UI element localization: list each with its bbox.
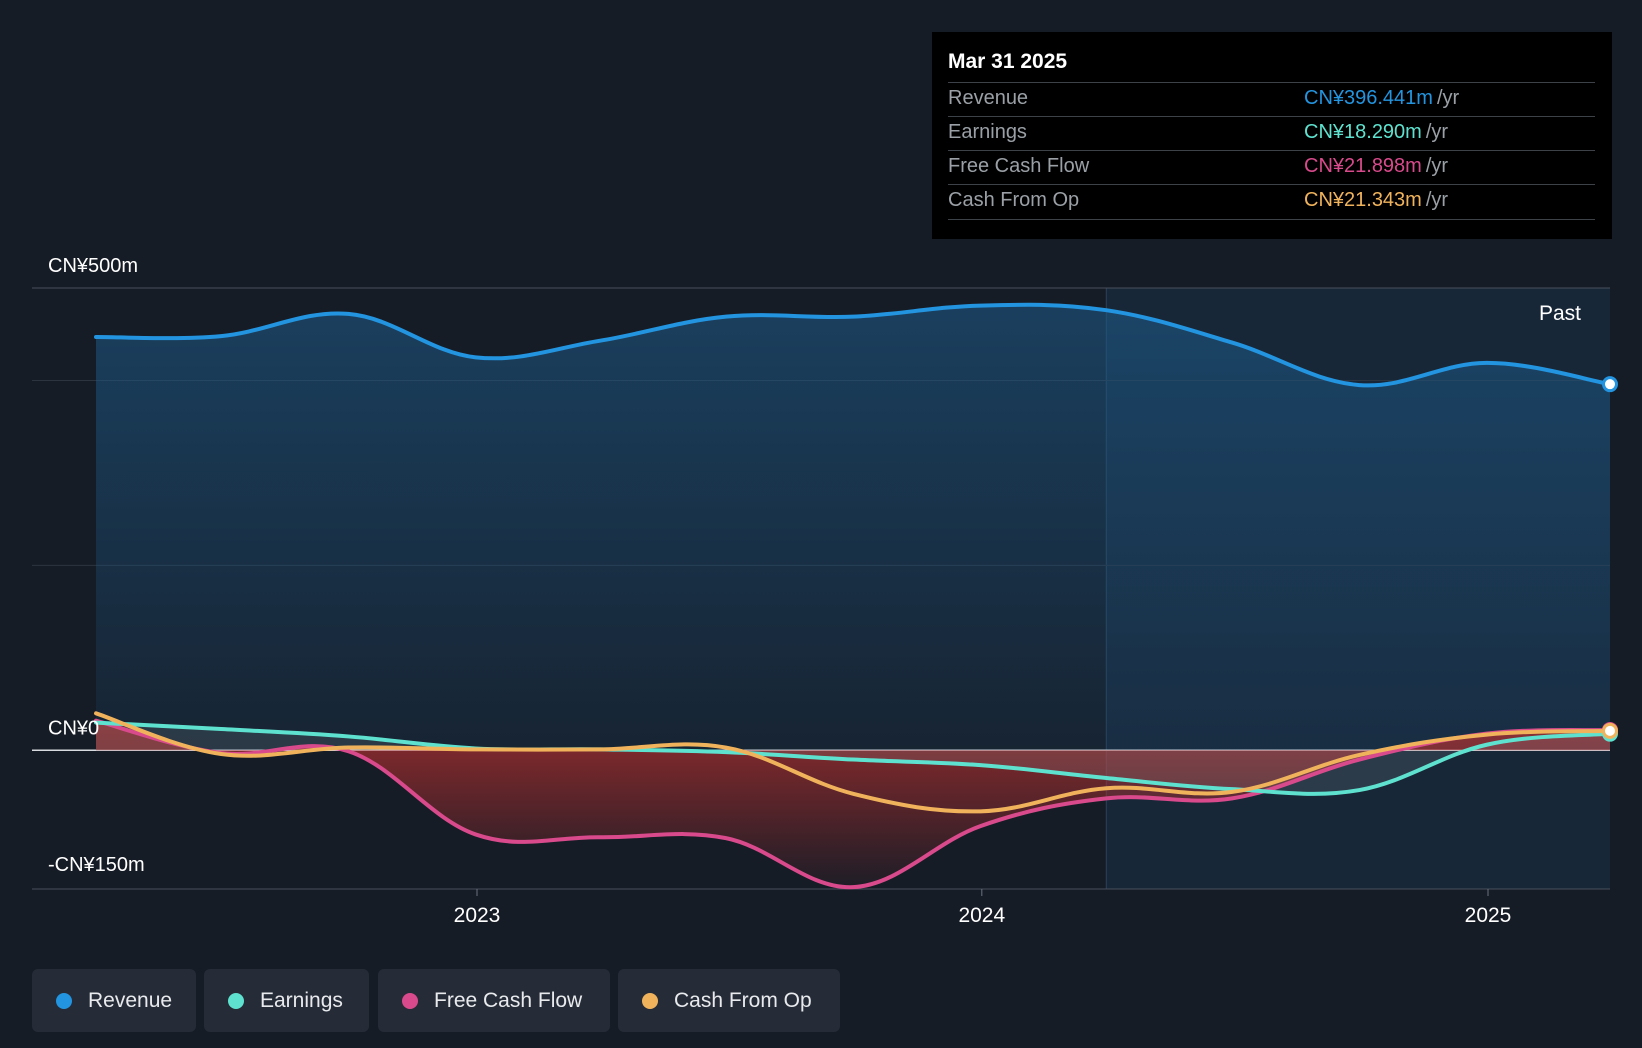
tooltip-label: Free Cash Flow xyxy=(948,155,1090,177)
chart: Past CN¥500m CN¥0 -CN¥150m 2023 2024 2025 xyxy=(32,255,1618,927)
tooltip: Mar 31 2025 Revenue CN¥396.441m/yr Earni… xyxy=(932,32,1612,239)
tooltip-label: Cash From Op xyxy=(948,189,1080,211)
y-label-zero: CN¥0 xyxy=(48,717,99,739)
legend-dot-icon xyxy=(642,992,658,1009)
tooltip-value: CN¥21.343m/yr xyxy=(1304,189,1449,211)
legend-dot-icon xyxy=(56,992,72,1009)
x-tick-label: 2024 xyxy=(958,904,1005,927)
y-label-bottom: -CN¥150m xyxy=(48,854,145,876)
tooltip-row-free-cash-flow: Free Cash Flow CN¥21.898m/yr xyxy=(948,150,1595,185)
past-label: Past xyxy=(1539,302,1581,325)
tooltip-row-earnings: Earnings CN¥18.290m/yr xyxy=(948,116,1595,151)
legend-dot-icon xyxy=(228,992,244,1009)
legend-label: Earnings xyxy=(260,988,343,1012)
tooltip-date: Mar 31 2025 xyxy=(948,50,1068,73)
tooltip-row-revenue: Revenue CN¥396.441m/yr xyxy=(948,82,1595,117)
tooltip-value: CN¥18.290m/yr xyxy=(1304,121,1449,143)
x-tick-label: 2025 xyxy=(1465,904,1512,927)
legend-item-earnings[interactable]: Earnings xyxy=(204,969,369,1032)
series-line-cash-from-op xyxy=(94,711,1612,814)
y-label-top: CN¥500m xyxy=(48,255,138,277)
series-line-free-cash-flow xyxy=(94,718,1612,890)
x-tick-label: 2023 xyxy=(454,904,501,927)
legend-label: Free Cash Flow xyxy=(434,988,583,1012)
legend-label: Revenue xyxy=(88,988,173,1012)
legend-dot-icon xyxy=(402,992,418,1009)
end-marker-cash-from-op xyxy=(1602,722,1618,739)
free-cash-flow-area xyxy=(96,720,1610,888)
legend-item-cash-from-op[interactable]: Cash From Op xyxy=(618,969,840,1032)
revenue-area xyxy=(96,304,1610,751)
series-line-revenue xyxy=(94,302,1612,388)
tooltip-value: CN¥396.441m/yr xyxy=(1304,87,1460,109)
tooltip-label: Earnings xyxy=(948,121,1027,143)
tooltip-row-cash-from-op: Cash From Op CN¥21.343m/yr xyxy=(948,184,1595,220)
series-line-earnings xyxy=(94,720,1612,796)
tooltip-label: Revenue xyxy=(948,87,1029,109)
legend-label: Cash From Op xyxy=(674,988,812,1012)
tooltip-value: CN¥21.898m/yr xyxy=(1304,155,1449,177)
end-marker-revenue xyxy=(1602,376,1618,393)
legend-item-revenue[interactable]: Revenue xyxy=(32,969,196,1032)
legend-item-free-cash-flow[interactable]: Free Cash Flow xyxy=(378,969,610,1032)
